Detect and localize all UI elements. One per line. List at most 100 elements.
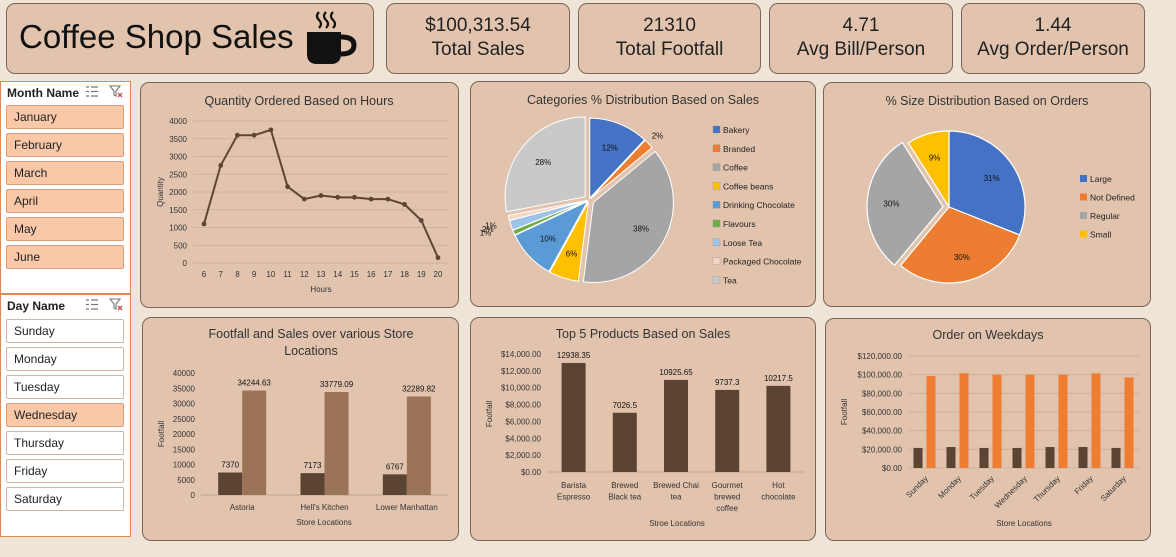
- multi-select-icon[interactable]: [85, 85, 99, 98]
- kpi-label: Total Footfall: [615, 39, 724, 60]
- bar-sales: [561, 362, 586, 472]
- kpi-label: Avg Order/Person: [977, 39, 1129, 60]
- x-tick-label: 6: [202, 270, 207, 279]
- bar-footfall: [979, 447, 989, 468]
- day-item-friday[interactable]: Friday: [6, 459, 124, 483]
- month-item-february[interactable]: February: [6, 133, 124, 157]
- month-item-april[interactable]: April: [6, 189, 124, 213]
- day-item-tuesday[interactable]: Tuesday: [6, 375, 124, 399]
- chart-title: Footfall and Sales over various Store: [209, 327, 414, 341]
- data-point: [201, 221, 207, 227]
- legend-label: Bakery: [723, 125, 750, 135]
- chart-title: Locations: [284, 344, 338, 358]
- page-title: Coffee Shop Sales: [19, 18, 294, 55]
- clear-filter-icon[interactable]: [109, 298, 123, 311]
- y-tick-label: $10,000.00: [501, 384, 542, 393]
- data-point: [318, 193, 324, 198]
- x-tick-label: Espresso: [557, 493, 591, 502]
- kpi-avg-order: 1.44 Avg Order/Person: [961, 3, 1145, 74]
- data-point: [385, 196, 391, 202]
- data-point: [435, 255, 441, 261]
- data-label: 7370: [221, 461, 239, 470]
- y-tick-label: 30000: [173, 400, 196, 409]
- coffee-cup-icon: [307, 11, 357, 64]
- x-tick-label: 9: [252, 270, 257, 279]
- data-label: 30%: [883, 199, 899, 208]
- legend-swatch: [712, 163, 721, 171]
- month-item-june[interactable]: June: [6, 245, 124, 269]
- x-tick-label: Brewed Chai: [653, 481, 699, 490]
- y-tick-label: 25000: [173, 415, 196, 424]
- title-card: Coffee Shop Sales: [6, 3, 374, 74]
- data-label: 9737.3: [715, 378, 740, 387]
- legend-label: Small: [1090, 230, 1111, 240]
- stores-bar-chart: Footfall and Sales over various Store Loc…: [157, 327, 448, 527]
- bar-sales: [242, 390, 267, 495]
- x-tick-label: 14: [333, 270, 342, 279]
- month-item-january[interactable]: January: [6, 105, 124, 129]
- bar-sales: [664, 379, 688, 472]
- pie-slice-regular: [866, 141, 944, 267]
- legend-label: Large: [1090, 174, 1112, 184]
- y-axis-label: Quantity: [156, 177, 165, 207]
- hours-line-chart: Quantity Ordered Based on Hours 0 500 1000 1…: [156, 94, 448, 294]
- data-label: 2%: [652, 132, 664, 141]
- x-tick-label: 17: [383, 270, 392, 279]
- products-bar-chart: Top 5 Products Based on Sales $0.00 $2,000…: [485, 327, 804, 528]
- data-label: 1%: [480, 229, 492, 238]
- legend-swatch: [1080, 212, 1087, 219]
- weekdays-bar-chart: Order on Weekdays $0.00 $20,000.00 $40,000.…: [840, 328, 1139, 528]
- bar-sales: [324, 391, 349, 495]
- y-tick-label: 40000: [173, 369, 196, 378]
- categories-pie-chart: Categories % Distribution Based on Sales…: [480, 93, 802, 285]
- data-point: [268, 127, 274, 133]
- chart-title: Categories % Distribution Based on Sales: [527, 93, 759, 107]
- month-item-march[interactable]: March: [6, 161, 124, 185]
- y-tick-label: $2,000.00: [505, 451, 541, 460]
- kpi-total-footfall: 21310 Total Footfall: [578, 3, 761, 74]
- legend-swatch: [712, 201, 721, 209]
- multi-select-icon[interactable]: [85, 298, 99, 311]
- y-tick-label: 35000: [173, 384, 196, 393]
- chart-card-size: % Size Distribution Based on Orders 31% 30…: [823, 82, 1151, 307]
- bar-sales: [406, 396, 431, 495]
- bar-sales: [715, 389, 740, 472]
- day-item-saturday[interactable]: Saturday: [6, 487, 124, 511]
- pie-slice-small: [907, 130, 950, 210]
- data-point: [335, 194, 341, 200]
- pie-slice-coffee: [582, 150, 674, 283]
- x-tick-label: 10: [266, 270, 275, 279]
- legend-label: Regular: [1090, 211, 1120, 221]
- x-tick-label: Lower Manhattan: [376, 503, 438, 512]
- month-item-may[interactable]: May: [6, 217, 124, 241]
- x-tick-label: Sunday: [904, 474, 930, 500]
- pie-slice-tea: [504, 116, 586, 213]
- data-label: 34244.63: [237, 379, 271, 388]
- legend-swatch: [712, 257, 721, 265]
- legend-label: Branded: [723, 144, 755, 154]
- pie-slice-branded: [590, 139, 653, 200]
- x-tick-label: Thursday: [1032, 474, 1062, 504]
- y-tick-label: $120,000.00: [858, 352, 903, 361]
- bar-footfall: [1111, 447, 1121, 468]
- data-label: 10%: [540, 235, 556, 244]
- y-axis-label: Footfall: [840, 399, 849, 425]
- y-tick-label: $8,000.00: [505, 401, 541, 410]
- y-tick-label: $100,000.00: [858, 371, 903, 380]
- data-label: 1%: [485, 221, 497, 230]
- legend-swatch: [712, 144, 721, 152]
- day-item-sunday[interactable]: Sunday: [6, 319, 124, 343]
- y-tick-label: 2000: [169, 188, 187, 197]
- bar-sales: [1091, 373, 1101, 468]
- y-tick-label: 1000: [169, 224, 187, 233]
- kpi-label: Avg Bill/Person: [796, 39, 926, 60]
- data-label: 30%: [954, 253, 970, 262]
- day-item-monday[interactable]: Monday: [6, 347, 124, 371]
- clear-filter-icon[interactable]: [109, 85, 123, 98]
- day-item-wednesday[interactable]: Wednesday: [6, 403, 124, 427]
- x-tick-label: Gourmet: [712, 481, 744, 490]
- day-item-thursday[interactable]: Thursday: [6, 431, 124, 455]
- x-axis-label: Store Locations: [296, 518, 352, 527]
- data-label: 32289.82: [402, 385, 436, 394]
- data-point: [218, 162, 224, 168]
